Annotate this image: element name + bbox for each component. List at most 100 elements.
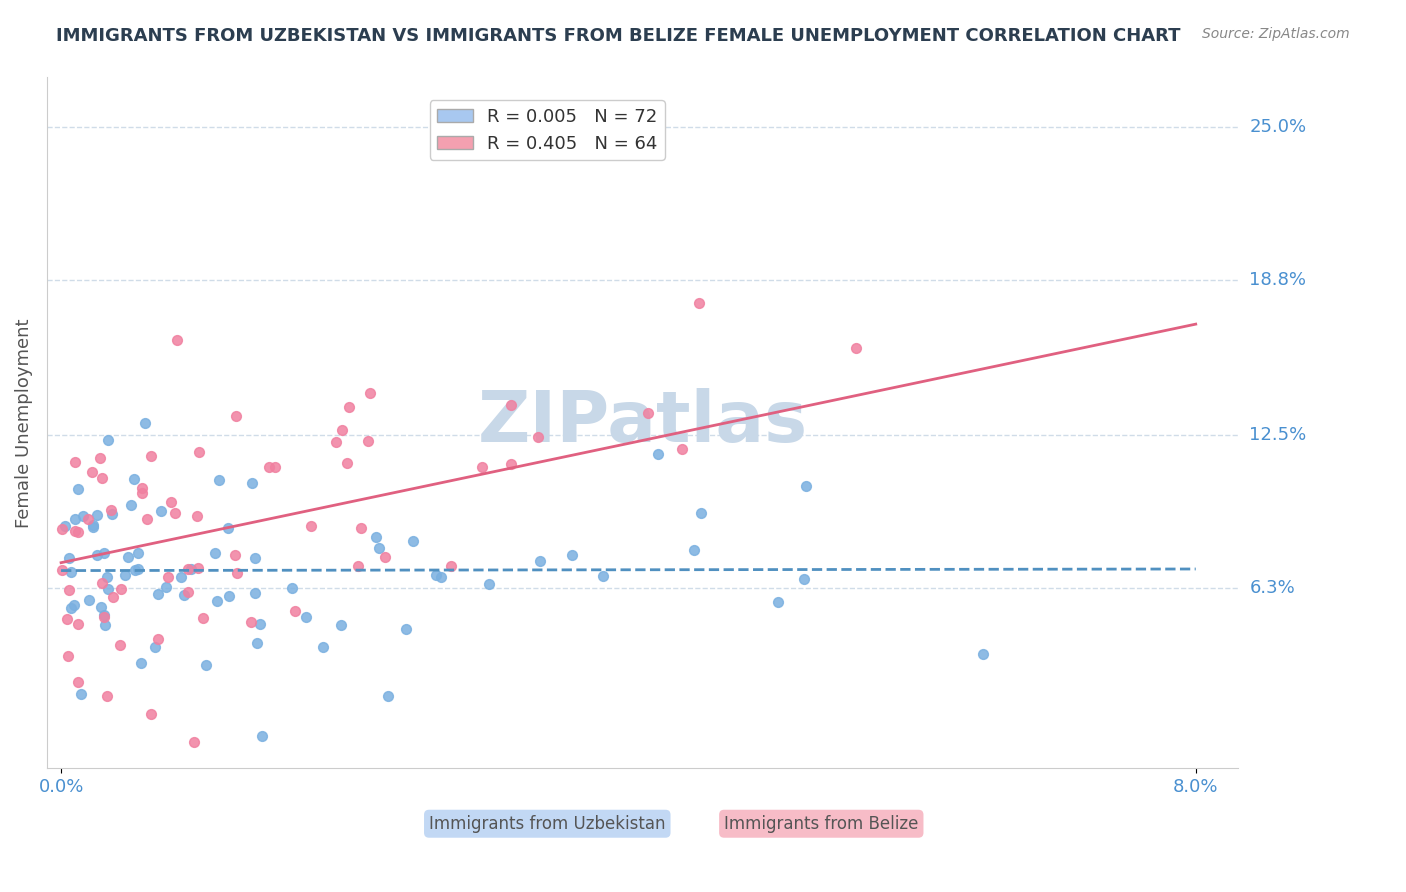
Point — [690, 506, 713, 520]
Point — [183, 735, 205, 749]
Text: 6.3%: 6.3% — [1250, 579, 1295, 598]
Point — [208, 473, 231, 487]
Point — [59, 565, 82, 579]
Point — [281, 582, 304, 596]
Point — [156, 570, 179, 584]
Point — [65, 512, 87, 526]
Point — [240, 476, 263, 491]
Point — [134, 416, 156, 430]
Point — [141, 707, 163, 722]
Point — [173, 588, 195, 602]
Point — [252, 729, 274, 743]
Point — [131, 481, 153, 495]
Point — [225, 409, 247, 423]
Point — [796, 479, 818, 493]
Point — [166, 333, 188, 347]
Point — [127, 562, 149, 576]
Point — [93, 546, 115, 560]
Point — [101, 507, 124, 521]
Point — [336, 456, 359, 470]
Point — [124, 472, 146, 486]
Point — [100, 503, 122, 517]
Text: IMMIGRANTS FROM UZBEKISTAN VS IMMIGRANTS FROM BELIZE FEMALE UNEMPLOYMENT CORRELA: IMMIGRANTS FROM UZBEKISTAN VS IMMIGRANTS… — [56, 27, 1181, 45]
Point — [218, 589, 240, 603]
Point — [103, 590, 125, 604]
Point — [246, 635, 269, 649]
Point — [337, 400, 360, 414]
Point — [239, 615, 262, 629]
Point — [96, 570, 118, 584]
Point — [110, 582, 132, 596]
Text: 18.8%: 18.8% — [1250, 271, 1306, 289]
Point — [299, 518, 322, 533]
Point — [93, 610, 115, 624]
Point — [51, 562, 73, 576]
Point — [195, 658, 218, 673]
Point — [367, 541, 389, 556]
Point — [93, 618, 115, 632]
Point — [561, 549, 583, 563]
Point — [108, 638, 131, 652]
Point — [163, 506, 186, 520]
Point — [62, 599, 84, 613]
Point — [177, 585, 200, 599]
Point — [526, 430, 548, 444]
Point — [356, 434, 378, 449]
Point — [187, 561, 209, 575]
Point — [592, 569, 614, 583]
Text: ZIPatlas: ZIPatlas — [478, 388, 807, 458]
Text: Immigrants from Uzbekistan: Immigrants from Uzbekistan — [429, 814, 665, 833]
Point — [149, 504, 172, 518]
Point — [186, 508, 208, 523]
Point — [217, 521, 239, 535]
Text: 25.0%: 25.0% — [1250, 118, 1306, 136]
Point — [425, 567, 447, 582]
Point — [69, 687, 91, 701]
Point — [129, 656, 152, 670]
Point — [86, 508, 108, 523]
Point — [364, 530, 387, 544]
Point — [143, 640, 166, 655]
Point — [96, 689, 118, 703]
Point — [374, 549, 396, 564]
Text: 12.5%: 12.5% — [1250, 426, 1306, 444]
Legend: R = 0.005   N = 72, R = 0.405   N = 64: R = 0.005 N = 72, R = 0.405 N = 64 — [430, 100, 665, 160]
Point — [647, 447, 669, 461]
Point — [637, 406, 659, 420]
Point — [312, 640, 335, 655]
Point — [82, 518, 104, 533]
Point — [440, 558, 463, 573]
Point — [395, 622, 418, 636]
Point — [478, 576, 501, 591]
Point — [430, 570, 453, 584]
Point — [82, 520, 104, 534]
Text: Source: ZipAtlas.com: Source: ZipAtlas.com — [1202, 27, 1350, 41]
Point — [671, 442, 693, 456]
Point — [359, 385, 381, 400]
Point — [124, 563, 146, 577]
Point — [90, 575, 112, 590]
Point — [257, 459, 280, 474]
Point — [160, 495, 183, 509]
Point — [72, 508, 94, 523]
Point — [77, 593, 100, 607]
Point — [207, 593, 229, 607]
Point — [191, 611, 214, 625]
Point — [766, 595, 789, 609]
Point — [127, 546, 149, 560]
Point — [146, 632, 169, 646]
Point — [97, 434, 120, 448]
Point — [688, 295, 710, 310]
Point — [249, 617, 271, 632]
Point — [90, 471, 112, 485]
Point — [501, 398, 523, 412]
Point — [131, 486, 153, 500]
Point — [170, 570, 193, 584]
Point — [97, 582, 120, 596]
Point — [114, 568, 136, 582]
Point — [66, 674, 89, 689]
Point — [224, 548, 246, 562]
Point — [330, 618, 353, 632]
Point — [325, 435, 347, 450]
Point — [89, 451, 111, 466]
